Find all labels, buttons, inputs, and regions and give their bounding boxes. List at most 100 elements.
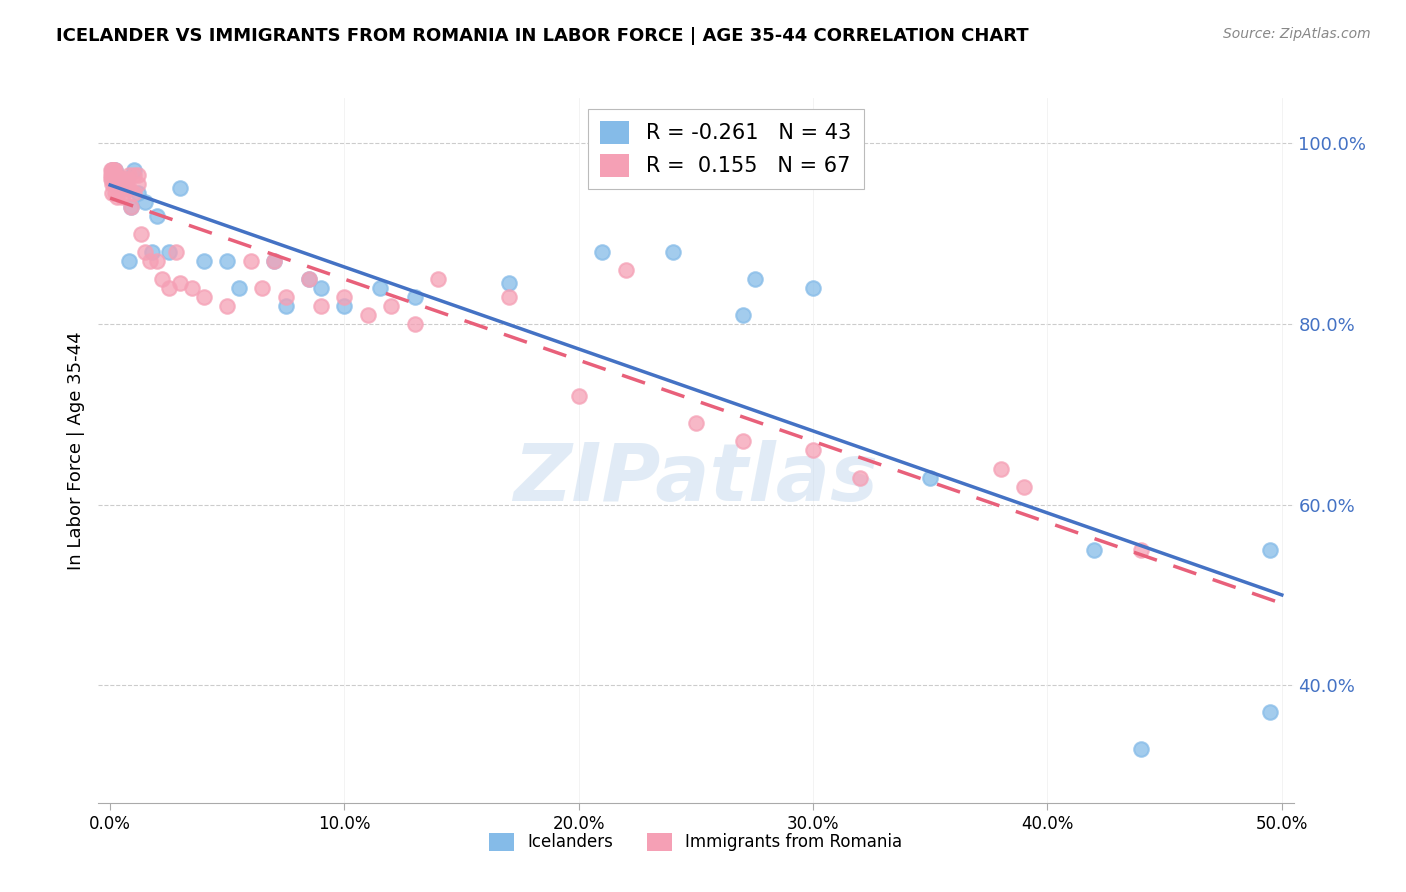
Point bbox=[120, 200, 142, 214]
Point bbox=[105, 190, 128, 204]
Point bbox=[217, 253, 239, 268]
Point bbox=[104, 177, 127, 191]
Point bbox=[103, 172, 125, 186]
Point bbox=[118, 253, 141, 268]
Point bbox=[118, 168, 141, 182]
Point bbox=[127, 186, 149, 200]
Point bbox=[228, 281, 250, 295]
Point bbox=[920, 470, 942, 484]
Point bbox=[1083, 542, 1105, 557]
Text: ZIPatlas: ZIPatlas bbox=[513, 440, 879, 517]
Point bbox=[100, 163, 122, 178]
Point bbox=[134, 194, 156, 209]
Point bbox=[122, 163, 145, 178]
Point bbox=[120, 200, 142, 214]
Text: Source: ZipAtlas.com: Source: ZipAtlas.com bbox=[1223, 27, 1371, 41]
Point bbox=[108, 172, 131, 186]
Point bbox=[101, 186, 124, 200]
Point bbox=[150, 272, 173, 286]
Point bbox=[309, 281, 332, 295]
Point bbox=[801, 281, 824, 295]
Point bbox=[104, 186, 127, 200]
Point bbox=[111, 181, 134, 195]
Point bbox=[309, 299, 332, 313]
Y-axis label: In Labor Force | Age 35-44: In Labor Force | Age 35-44 bbox=[66, 331, 84, 570]
Point bbox=[134, 244, 156, 259]
Point bbox=[744, 272, 766, 286]
Point bbox=[101, 168, 124, 182]
Point bbox=[263, 253, 285, 268]
Point bbox=[146, 253, 169, 268]
Point bbox=[118, 181, 141, 195]
Point bbox=[274, 299, 297, 313]
Point bbox=[112, 172, 135, 186]
Point bbox=[404, 317, 426, 331]
Point bbox=[108, 177, 131, 191]
Point bbox=[105, 168, 128, 182]
Point bbox=[101, 163, 124, 178]
Point bbox=[100, 172, 122, 186]
Point bbox=[103, 163, 125, 178]
Point bbox=[498, 290, 520, 304]
Point bbox=[298, 272, 321, 286]
Point bbox=[100, 168, 122, 182]
Point bbox=[181, 281, 204, 295]
Point bbox=[103, 163, 125, 178]
Point bbox=[591, 244, 613, 259]
Point bbox=[731, 308, 754, 322]
Point bbox=[169, 181, 191, 195]
Point bbox=[108, 172, 131, 186]
Point bbox=[404, 290, 426, 304]
Point bbox=[263, 253, 285, 268]
Point bbox=[498, 277, 520, 291]
Point bbox=[101, 163, 124, 178]
Point bbox=[115, 181, 138, 195]
Point bbox=[104, 168, 127, 182]
Point bbox=[104, 168, 127, 182]
Point bbox=[112, 177, 135, 191]
Point bbox=[368, 281, 391, 295]
Point bbox=[127, 177, 149, 191]
Point bbox=[193, 290, 215, 304]
Point bbox=[357, 308, 380, 322]
Point bbox=[1130, 542, 1153, 557]
Point bbox=[122, 168, 145, 182]
Point bbox=[104, 163, 127, 178]
Point bbox=[661, 244, 683, 259]
Point bbox=[111, 177, 134, 191]
Point bbox=[105, 177, 128, 191]
Point bbox=[122, 186, 145, 200]
Point bbox=[141, 244, 163, 259]
Point bbox=[111, 190, 134, 204]
Point bbox=[139, 253, 162, 268]
Point bbox=[380, 299, 402, 313]
Point bbox=[104, 163, 127, 178]
Point bbox=[101, 172, 124, 186]
Point bbox=[101, 163, 124, 178]
Point bbox=[217, 299, 239, 313]
Point bbox=[1258, 542, 1281, 557]
Point bbox=[169, 277, 191, 291]
Point bbox=[252, 281, 274, 295]
Point bbox=[111, 177, 134, 191]
Point bbox=[801, 443, 824, 458]
Point bbox=[1130, 741, 1153, 756]
Point bbox=[849, 470, 872, 484]
Point bbox=[1258, 706, 1281, 720]
Point bbox=[146, 209, 169, 223]
Point bbox=[101, 163, 124, 178]
Point bbox=[157, 244, 180, 259]
Point bbox=[990, 461, 1012, 475]
Point bbox=[165, 244, 187, 259]
Point bbox=[239, 253, 262, 268]
Point bbox=[568, 389, 591, 403]
Point bbox=[731, 434, 754, 449]
Point bbox=[101, 168, 124, 182]
Point bbox=[115, 172, 138, 186]
Point bbox=[127, 168, 149, 182]
Point bbox=[614, 262, 637, 277]
Point bbox=[298, 272, 321, 286]
Point bbox=[101, 172, 124, 186]
Point bbox=[105, 177, 128, 191]
Point bbox=[333, 290, 356, 304]
